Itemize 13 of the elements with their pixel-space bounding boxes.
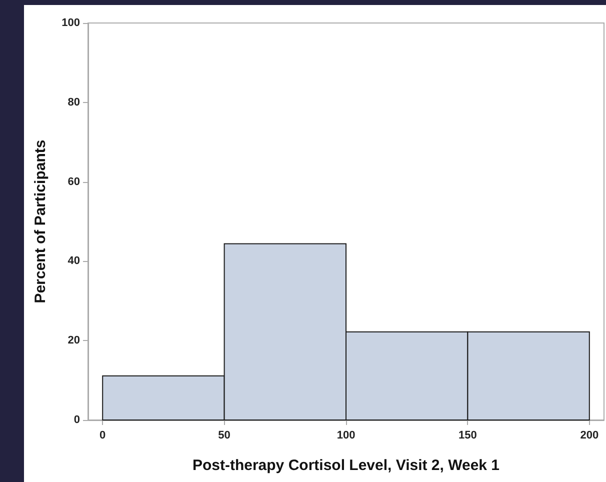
x-tick-label: 150 xyxy=(458,430,477,442)
y-tick-label: 40 xyxy=(68,255,80,268)
y-tick-label: 60 xyxy=(68,176,80,188)
x-tick-label: 0 xyxy=(100,430,106,442)
x-tick-label: 200 xyxy=(580,430,599,442)
y-tick-label: 80 xyxy=(68,96,80,108)
x-tick-label: 50 xyxy=(218,430,230,442)
y-tick-label: 20 xyxy=(68,334,80,347)
y-tick-label: 0 xyxy=(74,414,80,426)
x-axis-title: Post-therapy Cortisol Level, Visit 2, Week 1 xyxy=(192,457,500,474)
y-tick-label: 100 xyxy=(62,17,80,29)
y-axis-title: Percent of Participants xyxy=(32,140,49,304)
x-tick-label: 100 xyxy=(336,430,356,442)
